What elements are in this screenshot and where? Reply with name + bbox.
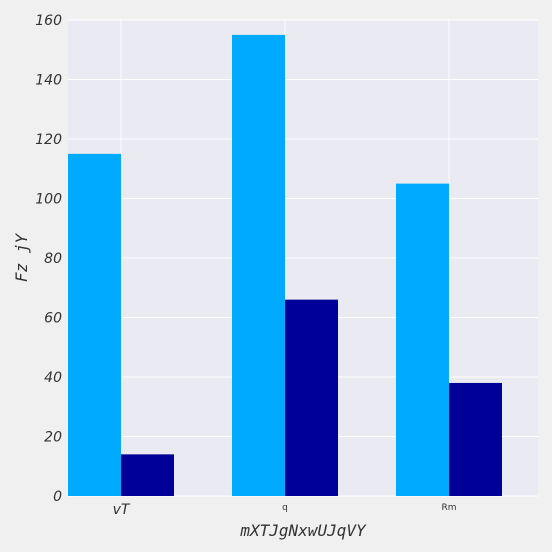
- bar-series2-Rm: [449, 382, 502, 496]
- y-tick-label: 100: [35, 192, 62, 208]
- x-tick-labels: vT q Rm: [113, 502, 457, 518]
- bar-series1-Rm: [396, 183, 449, 496]
- bar-series1-q: [232, 34, 285, 496]
- y-tick-label: 160: [35, 13, 62, 29]
- bar-series2-q: [285, 299, 338, 496]
- y-axis-label: Fz jY: [12, 233, 31, 283]
- x-axis-label: mXTJgNxwUJqVY: [239, 521, 367, 540]
- bar-series1-vT: [68, 153, 121, 496]
- y-tick-label: 140: [35, 73, 62, 89]
- bars: [68, 34, 502, 496]
- y-tick-label: 0: [53, 489, 62, 505]
- y-tick-label: 80: [44, 251, 62, 267]
- x-tick-label-q: q: [282, 503, 288, 513]
- bar-series2-vT: [121, 454, 174, 496]
- y-tick-label: 40: [44, 370, 62, 386]
- x-tick-label-vT: vT: [113, 502, 131, 518]
- y-tick-label: 120: [35, 132, 62, 148]
- y-tick-labels: 0 20 40 60 80 100 120 140 160: [35, 13, 62, 505]
- y-tick-label: 20: [44, 430, 62, 446]
- y-tick-label: 60: [44, 311, 62, 327]
- x-tick-label-Rm: Rm: [441, 503, 456, 513]
